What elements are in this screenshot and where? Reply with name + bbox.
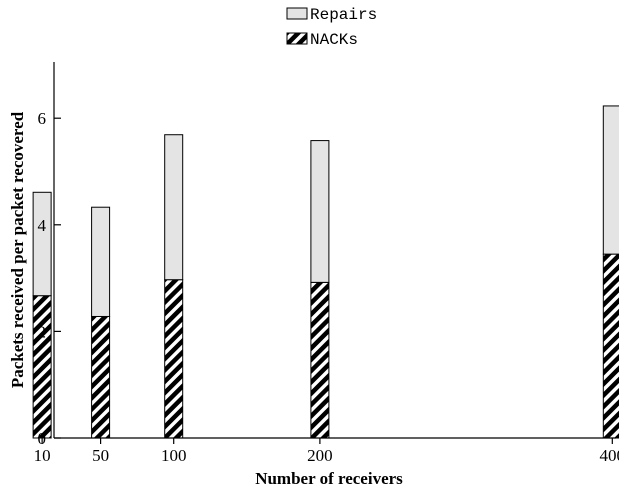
bar-repairs-50 xyxy=(91,206,111,317)
legend-swatch-repairs xyxy=(286,7,308,20)
plot-area: 0246 1050100200400 xyxy=(32,62,619,465)
legend-label-nacks: NACKs xyxy=(310,31,358,49)
bar-repairs-100 xyxy=(164,134,184,281)
bar-nacks-10 xyxy=(32,295,52,439)
legend: Repairs NACKs xyxy=(286,6,377,49)
x-tick-label: 200 xyxy=(307,446,333,465)
x-axis-title: Number of receivers xyxy=(255,469,403,488)
bar-nacks-400 xyxy=(602,253,619,439)
bar-nacks-50 xyxy=(91,315,111,439)
legend-label-repairs: Repairs xyxy=(310,6,377,24)
x-tick-label: 100 xyxy=(161,446,187,465)
bar-repairs-400 xyxy=(602,105,619,255)
x-tick-label: 400 xyxy=(600,446,619,465)
bar-nacks-200 xyxy=(310,281,330,439)
y-tick-label: 6 xyxy=(38,109,47,128)
y-tick-label: 4 xyxy=(38,216,47,235)
x-tick-label: 10 xyxy=(34,446,51,465)
bars xyxy=(32,105,619,439)
y-tick-label: 2 xyxy=(38,322,47,341)
legend-swatch-nacks xyxy=(286,32,308,45)
bar-repairs-10 xyxy=(32,191,52,297)
x-ticks: 10 50 100 200 400 xyxy=(34,438,619,465)
bar-repairs-200 xyxy=(310,140,330,283)
y-axis-title: Packets received per packet recovered xyxy=(8,111,27,388)
x-tick-label: 50 xyxy=(92,446,109,465)
bar-nacks-100 xyxy=(164,279,184,439)
